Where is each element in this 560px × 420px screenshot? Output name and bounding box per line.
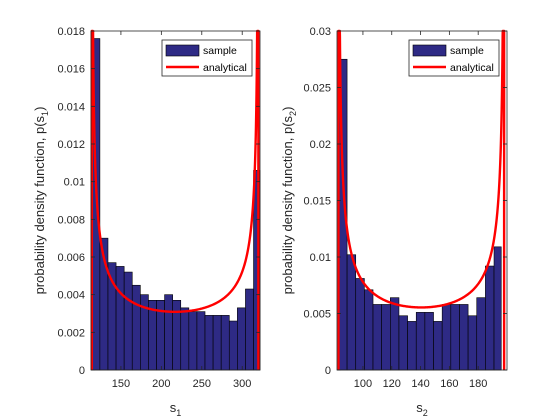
- y-tick-label: 0.025: [303, 83, 331, 95]
- y-axis-label: probability density function, p(s2): [280, 107, 298, 295]
- histogram-bar: [180, 307, 190, 371]
- histogram-bar: [433, 321, 443, 371]
- histogram-bar: [237, 307, 246, 371]
- y-tick-label: 0.014: [57, 101, 85, 113]
- y-tick-label: 0.016: [57, 64, 85, 76]
- histogram-bar: [196, 311, 206, 371]
- chart-panel-1: 150 200 250 300 0 0.002 0.004 0.006 0.008 0.01 0.0…: [32, 26, 261, 418]
- legend-swatch-sample: [165, 44, 200, 57]
- histogram-bar: [398, 315, 408, 371]
- x-tick-label: 180: [469, 378, 487, 390]
- legend-label-analytical: analytical: [203, 62, 247, 74]
- y-tick-label: 0.03: [310, 26, 331, 38]
- x-tick-label: 120: [383, 378, 401, 390]
- y-tick-label: 0.02: [310, 139, 331, 151]
- y-tick-label: 0: [325, 365, 331, 377]
- y-tick-label: 0: [79, 365, 85, 377]
- histogram-bar: [188, 311, 198, 371]
- histogram-bar: [123, 271, 133, 371]
- legend-swatch-sample: [412, 44, 447, 57]
- x-tick-label: 160: [440, 378, 458, 390]
- axes-box: [90, 30, 261, 371]
- histogram-bar: [220, 315, 230, 371]
- histogram-bar: [441, 304, 452, 371]
- y-tick-label: 0.018: [57, 26, 85, 38]
- y-tick-label: 0.01: [64, 177, 85, 189]
- legend-label-sample: sample: [450, 45, 484, 57]
- legend: sample analytical: [408, 39, 500, 77]
- x-tick-label: 100: [354, 378, 372, 390]
- x-tick-label: 250: [193, 378, 211, 390]
- histogram-bar: [390, 297, 400, 371]
- histogram-bar: [212, 315, 222, 371]
- histogram-bar: [493, 246, 502, 371]
- x-axis-label: s1: [170, 400, 182, 418]
- histogram-bar: [459, 304, 469, 371]
- histogram-bar: [346, 254, 357, 371]
- x-tick-label: 140: [411, 378, 429, 390]
- x-axis-label: s2: [416, 400, 428, 418]
- histogram-bar: [164, 294, 173, 371]
- legend: sample analytical: [161, 39, 253, 77]
- y-tick-label: 0.004: [57, 290, 85, 302]
- histogram-bar: [204, 315, 214, 371]
- histogram-bar: [485, 265, 495, 371]
- y-tick-label: 0.002: [57, 327, 85, 339]
- x-tick-label: 300: [233, 378, 251, 390]
- histogram-bar: [424, 312, 434, 371]
- x-tick-label: 200: [152, 378, 170, 390]
- legend-label-analytical: analytical: [450, 62, 494, 74]
- y-tick-label: 0.012: [57, 139, 85, 151]
- y-tick-label: 0.005: [303, 309, 331, 321]
- histogram-bar: [476, 297, 486, 371]
- histogram-bar: [364, 289, 374, 371]
- histogram-bar: [115, 266, 125, 371]
- histogram-bar: [450, 304, 460, 371]
- legend-label-sample: sample: [203, 45, 237, 57]
- y-tick-label: 0.008: [57, 214, 85, 226]
- histogram-bar: [131, 284, 141, 371]
- histogram-bar: [372, 304, 382, 371]
- chart-panel-2: 100 120 140 160 180 0 0.005 0.01 0.015 0.02 0.025 0…: [280, 26, 508, 418]
- y-tick-label: 0.006: [57, 252, 85, 264]
- y-tick-label: 0.015: [303, 196, 331, 208]
- histogram-bar: [467, 315, 478, 371]
- x-tick-label: 150: [112, 378, 130, 390]
- analytical-curve: [90, 29, 260, 370]
- y-axis-label: probability density function, p(s1): [32, 107, 50, 295]
- y-tick-label: 0.01: [310, 252, 331, 264]
- histogram-bar: [407, 321, 417, 371]
- histogram-bars: [338, 58, 502, 371]
- histogram-bar: [245, 288, 254, 371]
- histogram-bar: [415, 312, 426, 371]
- analytical-curve: [337, 29, 506, 370]
- histogram-bar: [228, 320, 238, 371]
- histogram-bar: [381, 304, 391, 371]
- histogram-bar: [355, 278, 365, 371]
